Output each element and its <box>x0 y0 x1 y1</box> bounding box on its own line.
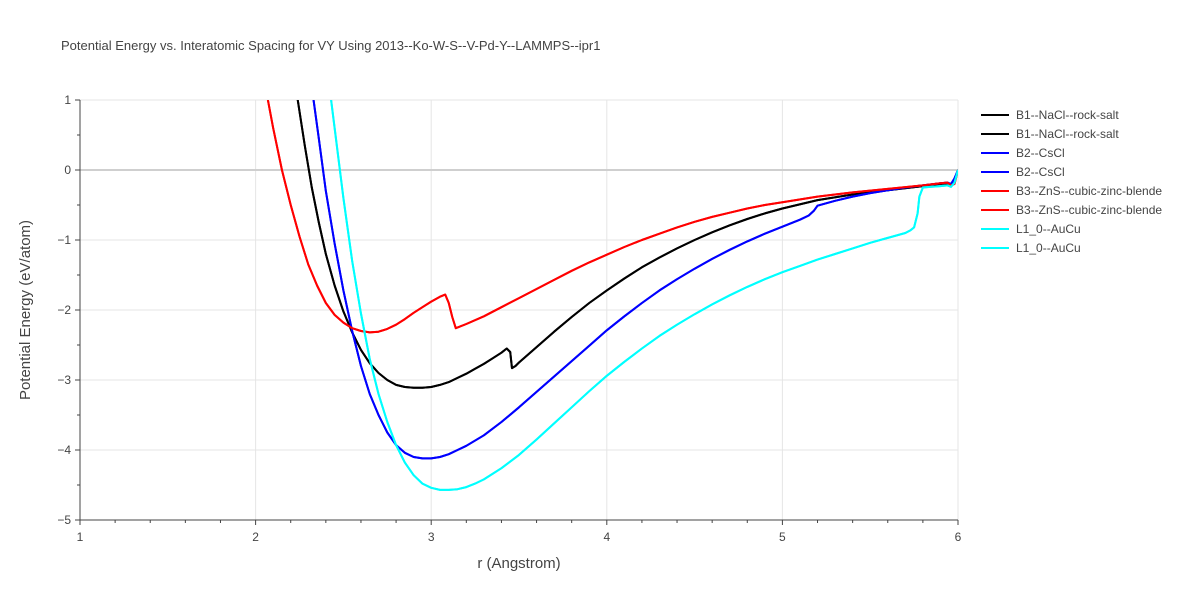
x-tick-label: 6 <box>955 530 962 544</box>
legend-item[interactable]: L1_0--AuCu <box>981 222 1081 236</box>
chart-title: Potential Energy vs. Interatomic Spacing… <box>61 38 600 53</box>
legend-item[interactable]: B2--CsCl <box>981 165 1065 179</box>
y-tick-label: −5 <box>57 513 71 527</box>
series-line-l1-0-aucu <box>330 100 958 491</box>
legend-label: B3--ZnS--cubic-zinc-blende <box>1016 184 1162 198</box>
y-tick-label: −4 <box>57 443 71 457</box>
grid-lines <box>80 99 959 520</box>
series-line-b1-nacl-rock-salt <box>296 100 958 389</box>
x-tick-label: 3 <box>428 530 435 544</box>
x-tick-label: 4 <box>603 530 610 544</box>
y-tick-label: −1 <box>57 233 71 247</box>
legend-item[interactable]: B3--ZnS--cubic-zinc-blende <box>981 184 1162 198</box>
legend-label: L1_0--AuCu <box>1016 241 1081 255</box>
y-tick-label: 0 <box>64 163 71 177</box>
legend-item[interactable]: B1--NaCl--rock-salt <box>981 108 1119 122</box>
x-tick-label: 1 <box>77 530 84 544</box>
legend-label: B2--CsCl <box>1016 146 1065 160</box>
legend-item[interactable]: B3--ZnS--cubic-zinc-blende <box>981 203 1162 217</box>
x-tick-label: 2 <box>252 530 259 544</box>
y-tick-label: −3 <box>57 373 71 387</box>
y-tick-label: −2 <box>57 303 71 317</box>
legend-label: L1_0--AuCu <box>1016 222 1081 236</box>
x-axis-label: r (Angstrom) <box>477 555 560 572</box>
legend-item[interactable]: B1--NaCl--rock-salt <box>981 127 1119 141</box>
legend-label: B1--NaCl--rock-salt <box>1016 127 1119 141</box>
axes: 1 2 3 4 5 6 1 0 −1 −2 −3 −4 −5 <box>57 93 961 544</box>
legend-label: B1--NaCl--rock-salt <box>1016 108 1119 122</box>
legend[interactable]: B1--NaCl--rock-salt B1--NaCl--rock-salt B2… <box>981 108 1162 255</box>
legend-item[interactable]: B2--CsCl <box>981 146 1065 160</box>
y-axis-label: Potential Energy (eV/atom) <box>17 220 34 400</box>
legend-label: B3--ZnS--cubic-zinc-blende <box>1016 203 1162 217</box>
plot-area <box>266 100 958 491</box>
x-tick-label: 5 <box>779 530 786 544</box>
y-tick-label: 1 <box>64 93 71 107</box>
series-line-b2-cscl <box>312 100 958 460</box>
legend-label: B2--CsCl <box>1016 165 1065 179</box>
series-line-b3-zns-cubic-zinc-blende <box>266 100 958 334</box>
legend-item[interactable]: L1_0--AuCu <box>981 241 1081 255</box>
